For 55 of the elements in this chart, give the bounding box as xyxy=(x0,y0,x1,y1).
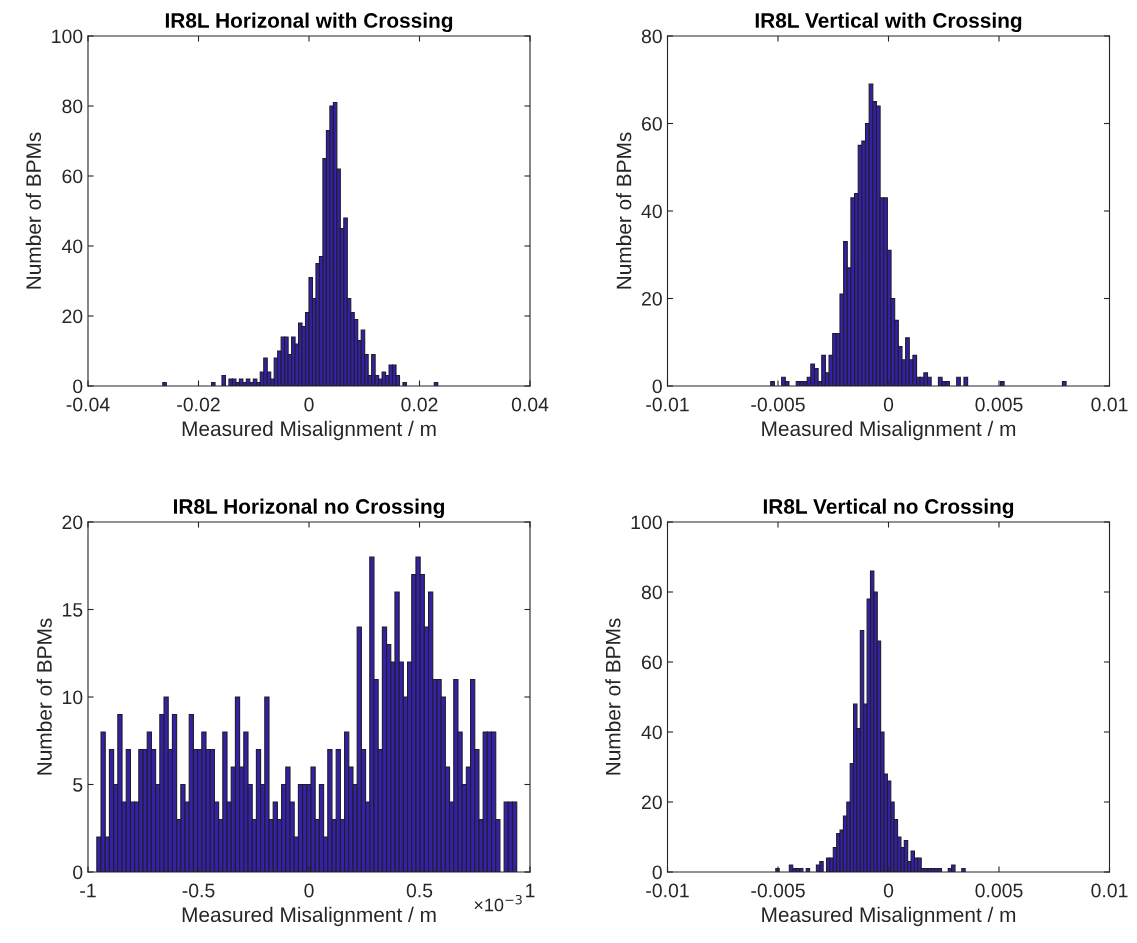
y-tick-label: 40 xyxy=(61,239,83,254)
y-axis-title: Number of BPMs xyxy=(616,132,632,289)
y-tick-label: 20 xyxy=(641,291,662,306)
x-tick-label: -0.01 xyxy=(646,397,689,412)
y-tick-label: 20 xyxy=(641,795,662,810)
y-tick-label: 100 xyxy=(52,29,83,44)
x-tick-label: 0.02 xyxy=(401,397,438,412)
x-tick-label: 0.005 xyxy=(975,883,1023,898)
y-tick-label: 10 xyxy=(63,690,83,705)
y-tick-label: 100 xyxy=(631,515,662,530)
x-tick-label: 0.01 xyxy=(1091,397,1128,412)
x-axis-title: Measured Misalignment / m xyxy=(762,906,1016,927)
x-tick-label: 0.005 xyxy=(975,397,1023,412)
x-axis-title: Measured Misalignment / m xyxy=(182,420,436,441)
x-tick-label: 0 xyxy=(304,883,314,898)
y-tick-label: 0 xyxy=(652,379,662,394)
y-tick-label: 20 xyxy=(62,515,83,530)
x-tick-label: 0 xyxy=(883,397,894,412)
y-axis-title: Number of BPMs xyxy=(605,618,621,775)
y-tick-label: 60 xyxy=(642,655,662,670)
y-tick-label: 5 xyxy=(73,778,83,792)
chart-title: IR8L Vertical no Crossing xyxy=(763,498,1014,519)
x-tick-label: -0.005 xyxy=(751,883,805,898)
x-tick-label: -0.02 xyxy=(177,397,220,412)
y-tick-label: 15 xyxy=(63,603,83,617)
y-tick-label: 20 xyxy=(62,309,83,324)
x-tick-label: -1 xyxy=(80,883,96,898)
y-tick-label: 0 xyxy=(652,865,662,880)
y-tick-label: 60 xyxy=(642,116,662,131)
y-tick-label: 0 xyxy=(73,379,83,394)
y-axis-title: Number of BPMs xyxy=(36,618,52,775)
x-tick-label: -0.04 xyxy=(66,397,110,412)
y-tick-label: 40 xyxy=(641,725,662,740)
y-axis-title: Number of BPMs xyxy=(25,132,42,289)
x-tick-label: 0 xyxy=(883,883,894,898)
y-tick-label: 60 xyxy=(62,169,83,184)
x-tick-label: -0.01 xyxy=(646,883,689,898)
x-tick-label: 0 xyxy=(304,397,314,412)
x-axis-title: Measured Misalignment / m xyxy=(182,906,436,927)
chart-title: IR8L Vertical with Crossing xyxy=(755,12,1022,33)
x-axis-title: Measured Misalignment / m xyxy=(762,420,1016,441)
y-tick-label: 40 xyxy=(641,204,662,219)
x-tick-label: 0.5 xyxy=(406,883,433,898)
x-tick-label: 1 xyxy=(526,883,535,898)
x-tick-label: -0.005 xyxy=(751,397,805,412)
x-tick-label: -0.5 xyxy=(182,883,215,898)
x-tick-label: 0.01 xyxy=(1091,883,1128,898)
chart-title: IR8L Horizonal no Crossing xyxy=(174,498,445,519)
y-tick-label: 0 xyxy=(73,865,83,880)
text: ×10$^{−3}$ xyxy=(474,894,522,912)
y-tick-label: 80 xyxy=(62,99,83,114)
y-tick-label: 80 xyxy=(641,29,662,44)
chart-title: IR8L Horizonal with Crossing xyxy=(165,12,453,33)
x-tick-label: 0.04 xyxy=(511,397,549,412)
y-tick-label: 80 xyxy=(641,585,662,600)
